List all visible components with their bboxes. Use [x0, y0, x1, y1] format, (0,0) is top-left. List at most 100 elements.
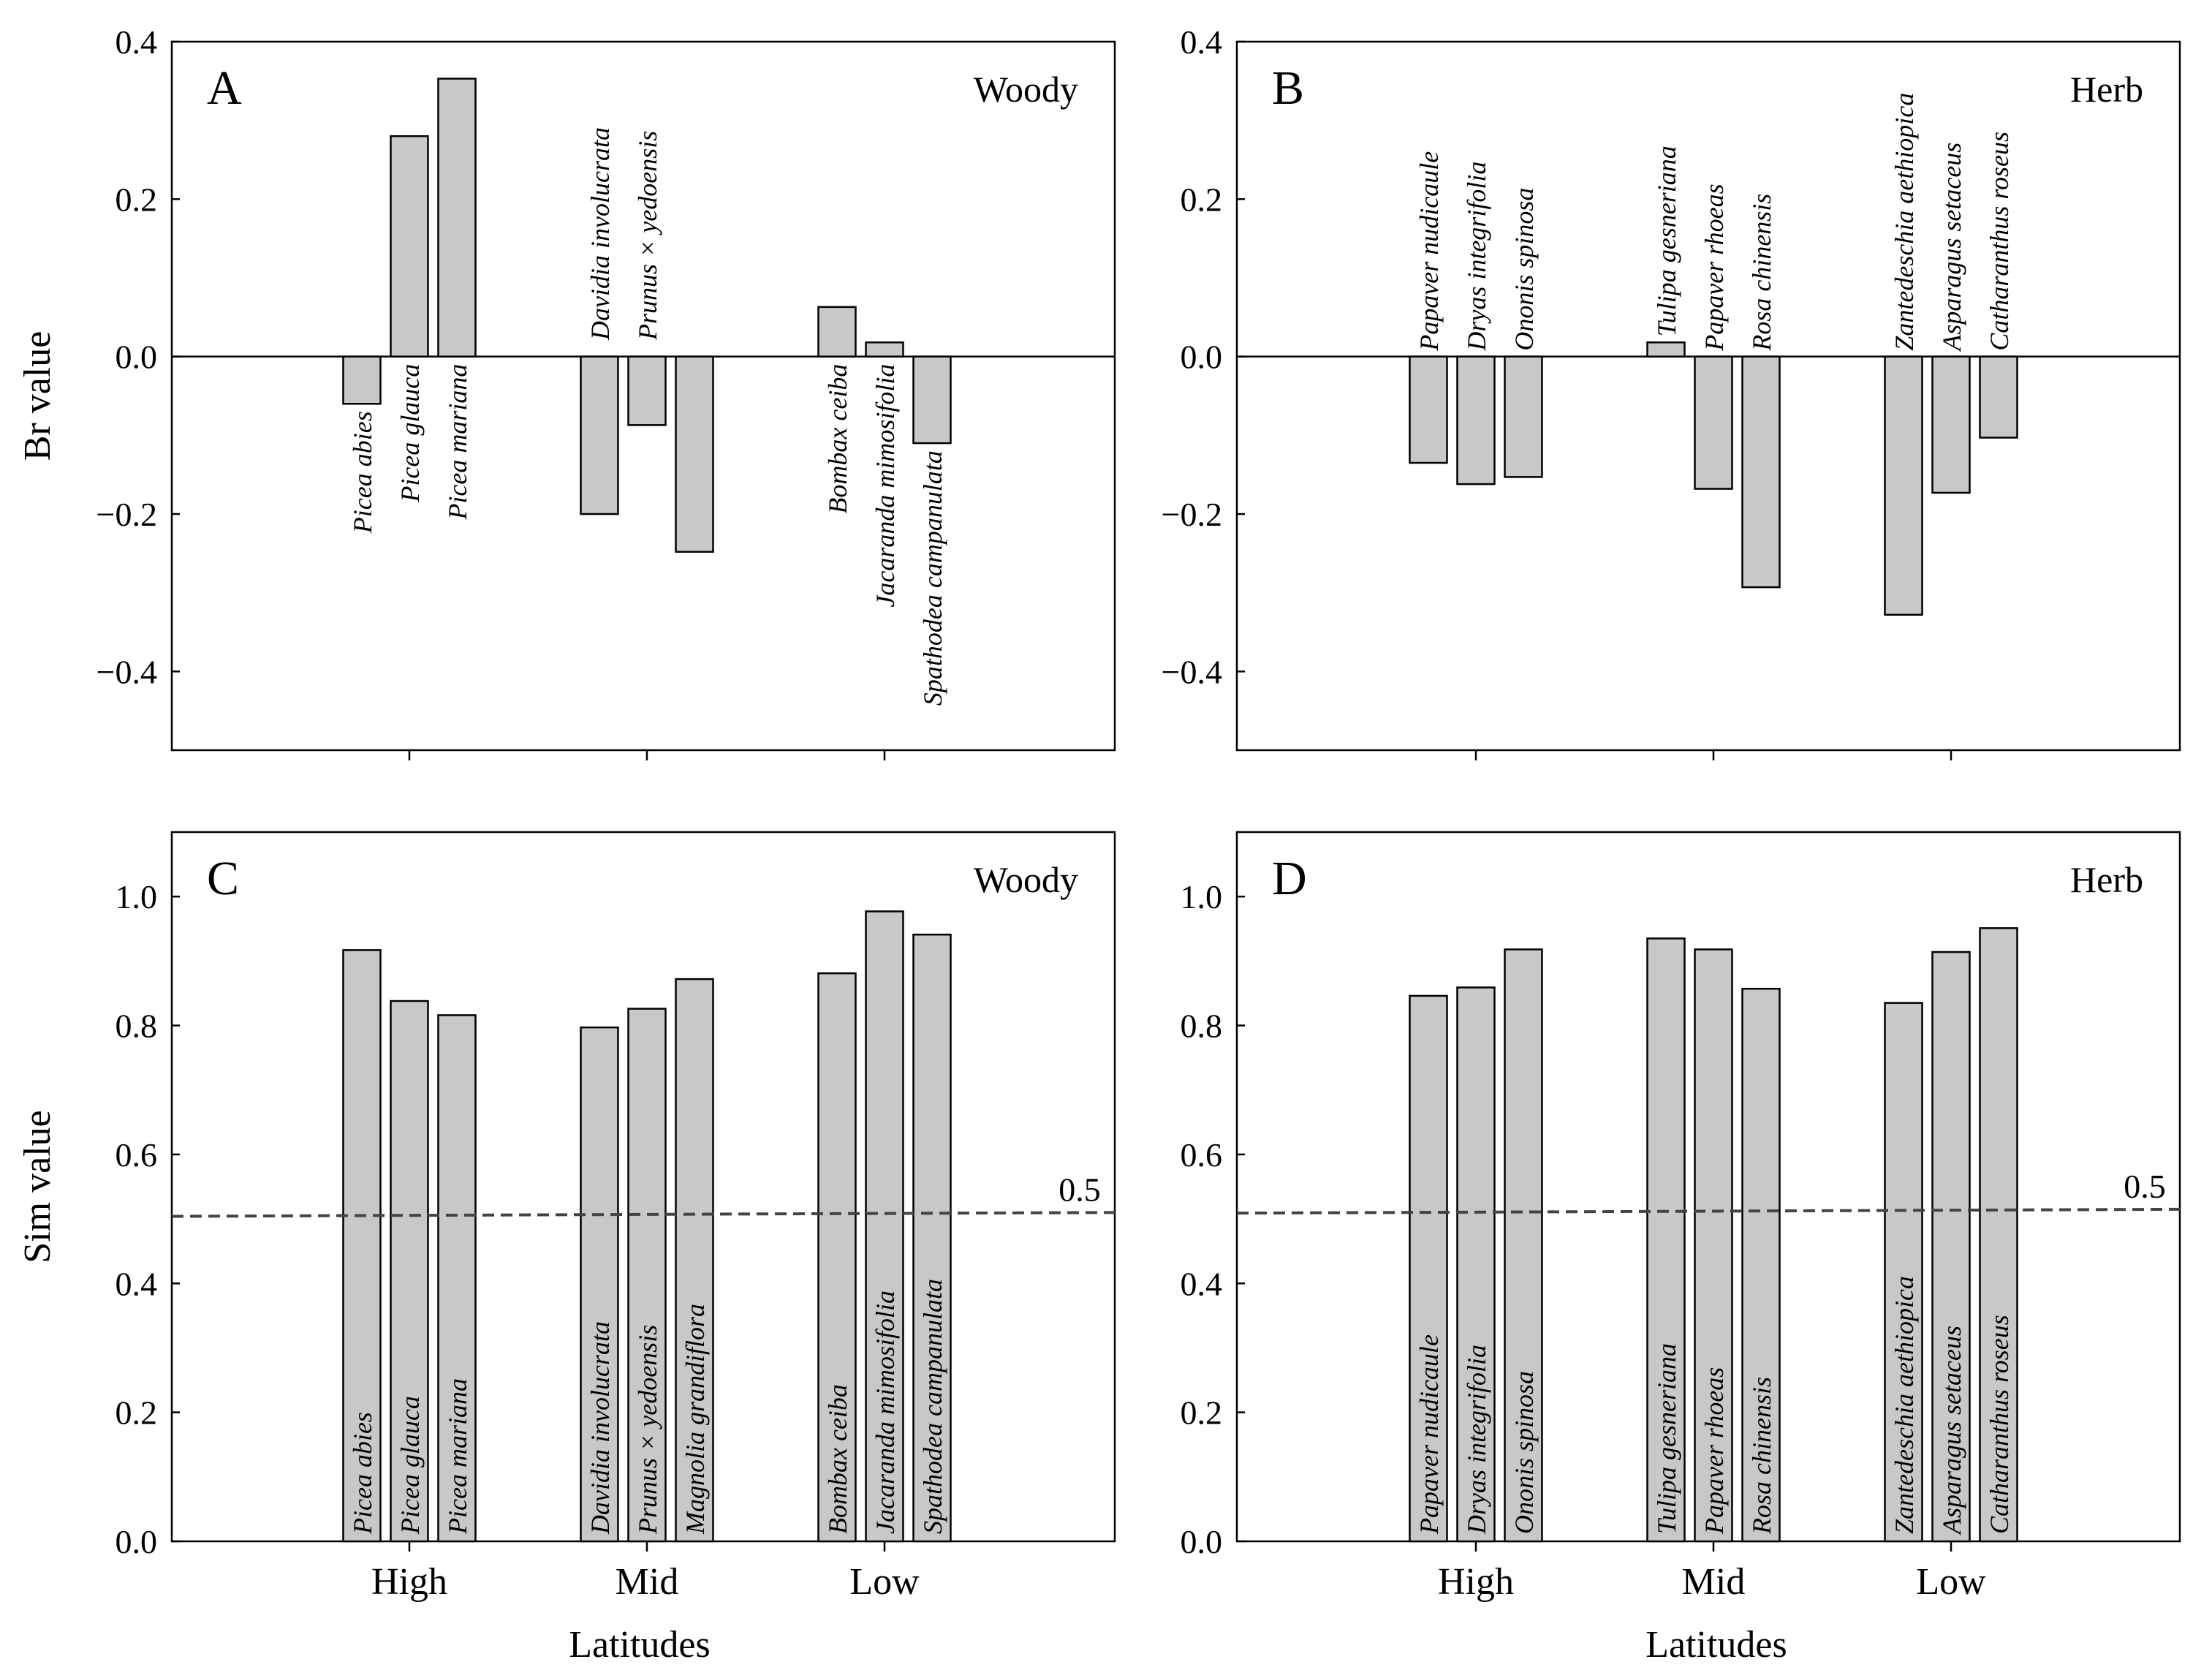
panel-a-species-label: Davidia involucrata [586, 127, 615, 341]
panel-b-type: Herb [2070, 69, 2143, 110]
panel-d-bar [1646, 937, 1686, 1543]
panel-d-bar [1456, 986, 1496, 1543]
panel-c-bar [342, 949, 382, 1543]
panel-d-bar [1931, 951, 1971, 1543]
panel-c-species-label: Picea mariana [443, 1378, 472, 1535]
panel-b-species-label: Papaver nudicaule [1414, 151, 1444, 352]
panel-b-bar [1741, 355, 1781, 589]
panel-d-bar [1884, 1002, 1923, 1543]
panel-d-ytick-label: 0.2 [1181, 1394, 1223, 1432]
panel-c-ytick-label: 0.8 [115, 1008, 158, 1045]
panel-b-frame [1235, 40, 2181, 752]
panel-b-ytick-label: −0.2 [1162, 496, 1222, 533]
panel-c-xtick-label: Low [849, 1561, 920, 1603]
panel-d-letter: D [1272, 852, 1307, 905]
panel-a-letter: A [207, 61, 242, 115]
panel-d-reference-line [1236, 1207, 2181, 1215]
panel-a-bar [580, 355, 619, 515]
panel-c-ytick-label: 1.0 [115, 878, 158, 915]
panel-c-species-label: Prunus × yedoensis [633, 1325, 662, 1535]
panel-a-species-label: Picea mariana [443, 364, 472, 521]
panel-d-reference-label: 0.5 [2124, 1168, 2166, 1205]
panel-a-ytick-label: −0.2 [96, 496, 157, 533]
panel-b-letter: B [1272, 61, 1304, 115]
panel-d-species-label: Zantedeschia aethiopica [1890, 1276, 1919, 1534]
panel-c-species-label: Jacaranda mimosifolia [871, 1291, 900, 1534]
panel-c-ytick-label: 0.2 [115, 1394, 158, 1432]
panel-c-bar [912, 933, 952, 1543]
panel-b-ytick-label: −0.4 [1162, 653, 1222, 690]
panel-d-bar [1409, 994, 1448, 1543]
panel-a-frame [170, 40, 1116, 752]
panel-b-ytick-label: 0.4 [1181, 23, 1223, 61]
panel-b-bar [1931, 355, 1971, 494]
panel-c-ytick-label: 0.4 [115, 1265, 158, 1302]
panel-d-xtick-label: Low [1916, 1561, 1986, 1603]
panel-a-species-label: Picea abies [348, 411, 377, 534]
panel-b-species-label: Rosa chinensis [1747, 194, 1776, 352]
panel-d-species-label: Rosa chinensis [1747, 1377, 1776, 1535]
panel-d-species-label: Dryas integrifolia [1462, 1345, 1491, 1535]
panel-c-species-label: Magnolia grandiflora [681, 1304, 710, 1535]
panel-b-species-label: Tulipa gesneriana [1652, 146, 1681, 336]
panel-c-bar [817, 972, 857, 1543]
panel-c-reference-line [171, 1211, 1116, 1218]
panel-a-bar [912, 355, 952, 445]
panel-a-species-label: Picea glauca [395, 364, 425, 503]
panel-a-ytick-label: 0.4 [115, 23, 158, 61]
panel-d-species-label: Tulipa gesneriana [1652, 1343, 1681, 1534]
panel-d-xtick-label: Mid [1682, 1561, 1746, 1603]
panel-b-bar [1884, 355, 1923, 616]
panel-d-species-label: Papaver rhoeas [1700, 1367, 1729, 1535]
panel-a-ylabel: Br value [17, 331, 58, 461]
panel-b-ytick-label: 0.2 [1181, 181, 1223, 218]
panel-a-ytick-label: 0.2 [115, 181, 158, 218]
panel-b-species-label: Catharanthus roseus [1985, 132, 2014, 351]
panel-c-species-label: Davidia involucrata [586, 1321, 615, 1535]
panel-d-species-label: Ononis spinosa [1510, 1371, 1539, 1534]
panel-d-xtick-label: High [1438, 1561, 1514, 1603]
panel-a-species-label: Spathodea campanulata [918, 450, 947, 706]
panel-c-xtick-label: High [371, 1561, 447, 1603]
panel-c-ylabel: Sim value [17, 1110, 58, 1263]
panel-a-ytick-label: −0.4 [96, 653, 157, 690]
panel-c-bar [865, 910, 904, 1543]
x-axis-title-left: Latitudes [569, 1624, 711, 1666]
panel-a-bar [865, 341, 904, 358]
panel-d-ytick-label: 0.6 [1181, 1136, 1223, 1174]
panel-a-species-label: Prunus × yedoensis [633, 131, 662, 341]
panel-c-bar [437, 1014, 477, 1543]
panel-b-species-label: Ononis spinosa [1510, 188, 1539, 351]
panel-b-species-label: Dryas integrifolia [1462, 162, 1491, 352]
panel-d-ytick-label: 0.0 [1181, 1523, 1223, 1560]
panel-d-bar [1741, 988, 1781, 1543]
panel-b-species-label: Papaver rhoeas [1700, 184, 1729, 351]
panel-a-bar [675, 355, 714, 553]
panel-c-type: Woody [974, 859, 1078, 900]
panel-a-bar [342, 355, 382, 405]
panel-a-bar [817, 306, 857, 358]
panel-d-species-label: Asparagus setaceus [1937, 1326, 1966, 1535]
panel-d-bar [1979, 927, 2018, 1543]
panel-c-species-label: Spathodea campanulata [918, 1279, 947, 1534]
panel-a-bar [437, 78, 477, 358]
panel-b-bar [1409, 355, 1448, 464]
panel-c-reference-label: 0.5 [1058, 1171, 1101, 1208]
panel-a-species-label: Bombax ceiba [823, 364, 852, 514]
panel-a-species-label: Jacaranda mimosifolia [871, 364, 900, 608]
panel-c-bar [675, 978, 714, 1543]
panel-d-type: Herb [2070, 859, 2143, 900]
panel-d-ytick-label: 1.0 [1181, 878, 1223, 915]
panel-d-species-label: Catharanthus roseus [1985, 1315, 2014, 1534]
panel-b-ytick-label: 0.0 [1181, 339, 1223, 376]
panel-d-ytick-label: 0.4 [1181, 1265, 1223, 1302]
panel-d-bar [1504, 948, 1543, 1543]
panel-b-bar [1979, 355, 2018, 439]
panel-c-ytick-label: 0.0 [115, 1523, 158, 1560]
panel-c-species-label: Bombax ceiba [823, 1384, 852, 1534]
panel-b-bar [1694, 355, 1733, 490]
panel-a-bar [390, 135, 429, 358]
panel-d-species-label: Papaver nudicaule [1414, 1334, 1444, 1535]
panel-c-bar [580, 1026, 619, 1543]
